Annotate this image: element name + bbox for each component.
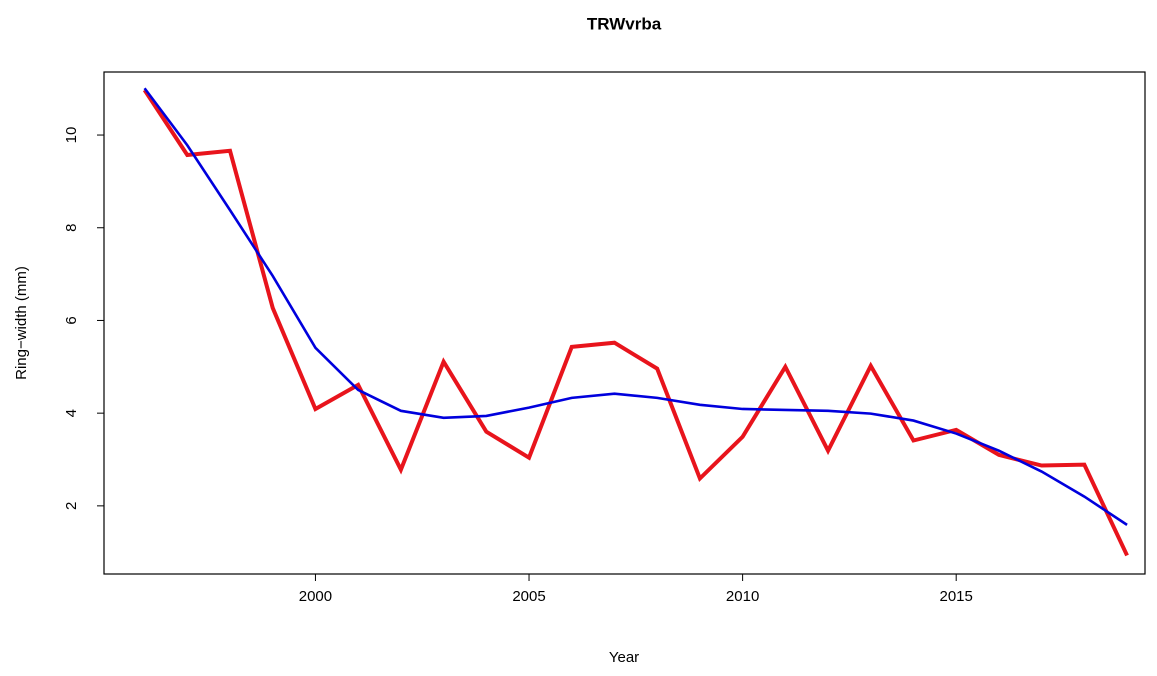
y-axis-title: Ring−width (mm): [13, 266, 30, 380]
y-tick-label: 8: [63, 224, 80, 232]
x-tick-label: 2000: [299, 588, 332, 605]
y-tick-label: 2: [63, 502, 80, 510]
series-line: [143, 87, 1128, 526]
y-tick-label: 10: [63, 127, 80, 144]
chart-title: TRWvrba: [587, 14, 662, 33]
x-tick-label: 2010: [726, 588, 759, 605]
y-tick-label: 6: [63, 316, 80, 324]
x-tick-label: 2015: [940, 588, 973, 605]
plot-frame: [103, 71, 1146, 575]
y-tick-label: 4: [63, 409, 80, 417]
x-tick-label: 2005: [512, 588, 545, 605]
series-line: [142, 88, 1129, 557]
x-axis-title: Year: [609, 649, 639, 666]
